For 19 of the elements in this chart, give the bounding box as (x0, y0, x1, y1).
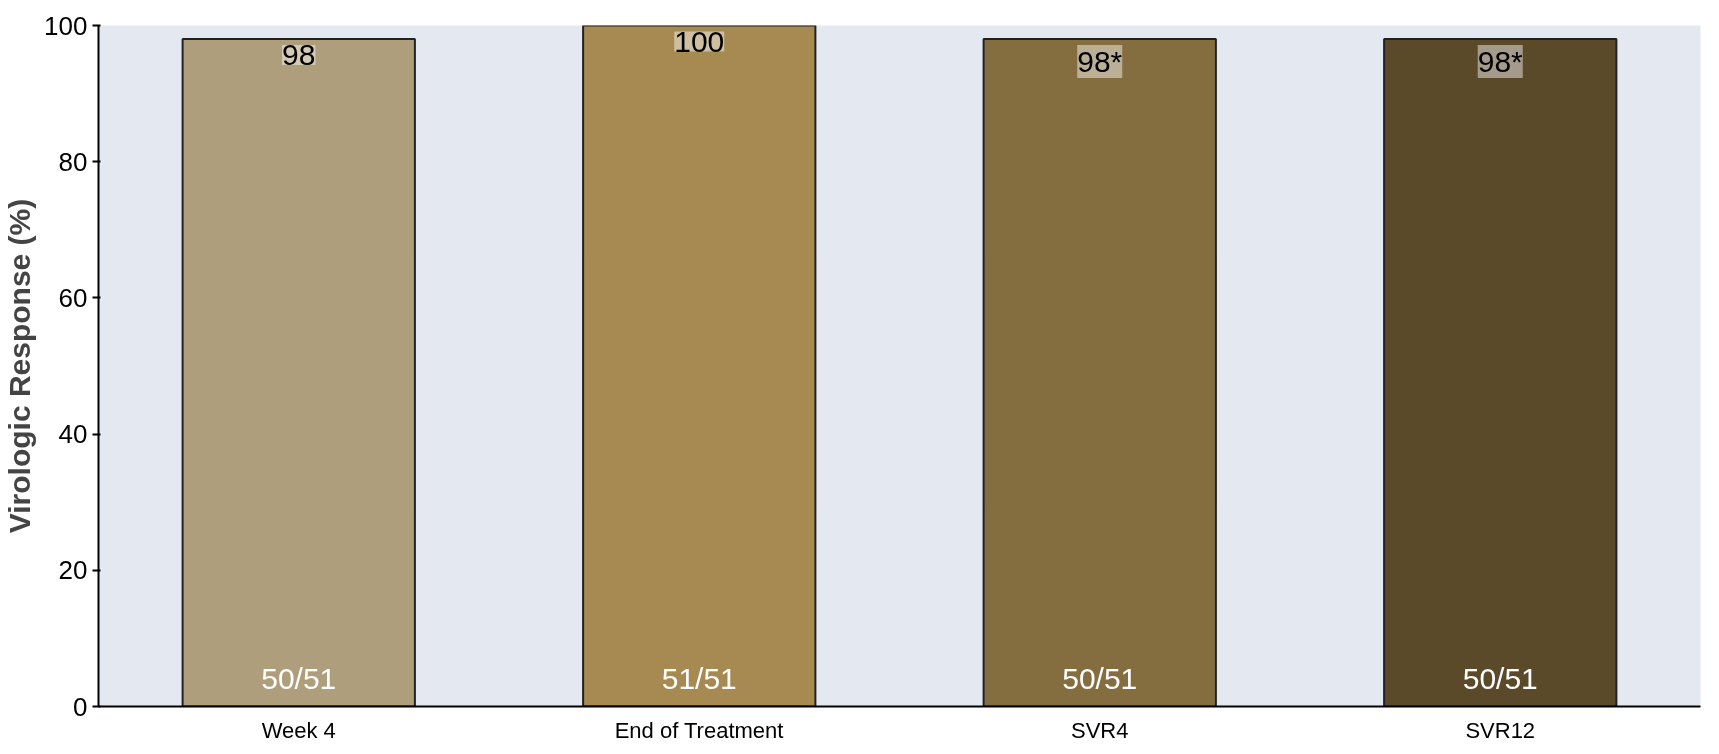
y-tick-label: 80 (58, 146, 88, 177)
data-label: 100 (674, 24, 725, 58)
x-tick-label: SVR12 (1465, 717, 1536, 743)
y-axis-title: Virologic Response (%) (3, 198, 37, 534)
data-label: 98* (1077, 45, 1123, 79)
data-label: 98 (282, 38, 316, 72)
y-tick-label: 60 (58, 282, 88, 313)
annotation: 51/51 (661, 661, 737, 695)
y-tick-label: 40 (58, 419, 88, 450)
y-tick-label: 100 (44, 10, 88, 41)
x-tick-label: Week 4 (261, 717, 336, 743)
annotation: 50/51 (1062, 661, 1138, 695)
annotation: 50/51 (1462, 661, 1538, 695)
data-label: 98* (1477, 45, 1524, 79)
y-tick-label: 20 (58, 555, 88, 586)
y-tick-label: 0 (73, 691, 88, 722)
x-tick-label: End of Treatment (614, 717, 784, 743)
annotation: 50/51 (261, 661, 337, 695)
x-tick-label: SVR4 (1071, 717, 1129, 743)
